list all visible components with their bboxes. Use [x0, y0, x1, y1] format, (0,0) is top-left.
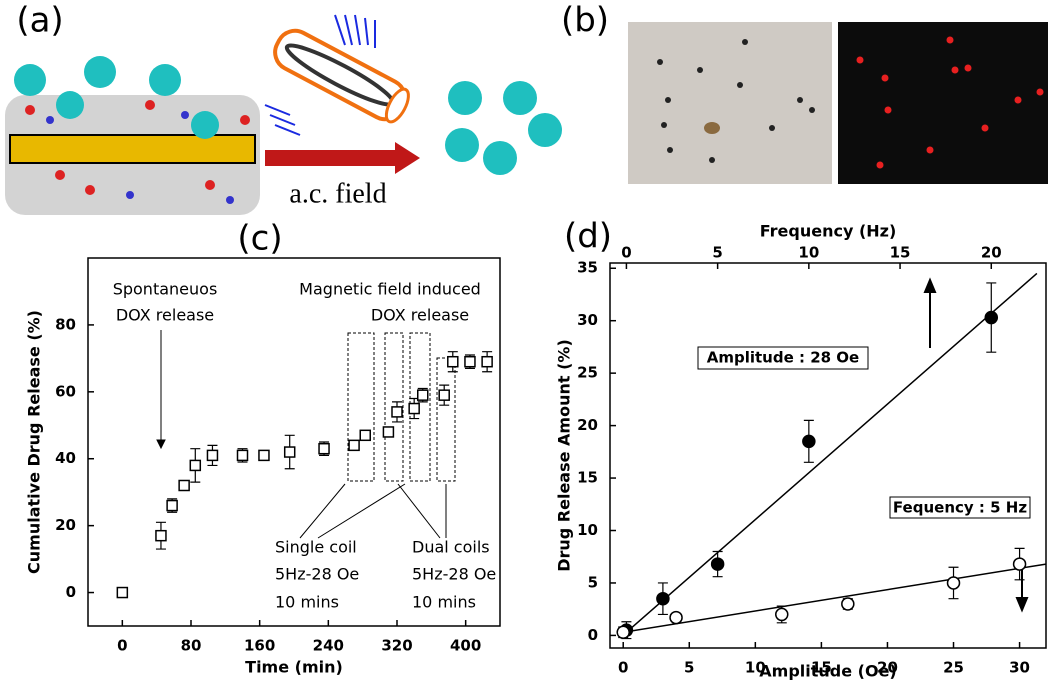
- y-axis-label: Drug Release Amount (%): [555, 339, 574, 572]
- marker: [189, 459, 202, 472]
- marker: [464, 355, 476, 368]
- x2-tick-label: 0: [621, 244, 631, 262]
- x-tick-label: 320: [381, 637, 412, 655]
- annotation: Magnetic field induced: [299, 280, 481, 299]
- x2-tick-label: 20: [981, 244, 1002, 262]
- x2-tick-label: 5: [712, 244, 722, 262]
- marker: [984, 310, 999, 325]
- annotation: Amplitude : 28 Oe: [707, 349, 859, 367]
- marker: [616, 625, 630, 640]
- marker: [258, 449, 270, 462]
- marker: [447, 355, 459, 368]
- marker: [283, 446, 296, 458]
- x-tick-label: 400: [450, 637, 481, 655]
- marker: [438, 389, 450, 401]
- plot-frame: [87, 257, 501, 627]
- annotation: 5Hz-28 Oe: [275, 565, 359, 584]
- y-tick-label: 15: [577, 469, 598, 487]
- panel-label: (a): [16, 1, 63, 41]
- marker: [116, 586, 129, 599]
- marker: [166, 499, 178, 512]
- plot-frame: [609, 262, 1047, 649]
- x-tick-label: 240: [313, 637, 344, 655]
- annotation: DOX release: [116, 306, 214, 325]
- x-axis-label: Time (min): [245, 658, 343, 677]
- marker: [391, 406, 403, 418]
- x-tick-label: 20: [877, 659, 898, 677]
- marker: [417, 389, 429, 401]
- y-tick-label: 30: [577, 311, 598, 329]
- annotation: 5Hz-28 Oe: [412, 565, 496, 584]
- annotation: Dual coils: [412, 538, 490, 557]
- marker: [408, 402, 420, 415]
- y-tick-label: 25: [577, 364, 598, 382]
- y-tick-label: 5: [588, 573, 598, 591]
- x-tick-label: 160: [244, 637, 275, 655]
- y-tick-label: 20: [55, 516, 76, 534]
- x2-tick-label: 10: [798, 244, 819, 262]
- y-tick-label: 20: [577, 416, 598, 434]
- annotation: Spontaneuos: [113, 280, 218, 299]
- marker: [946, 576, 961, 590]
- y-tick-label: 0: [66, 583, 76, 601]
- marker: [382, 426, 395, 438]
- annotation: 10 mins: [275, 593, 339, 612]
- x-tick-label: 0: [117, 637, 127, 655]
- y-tick-label: 35: [577, 259, 598, 277]
- marker: [656, 591, 670, 606]
- y-tick-label: 0: [588, 626, 598, 644]
- marker: [481, 355, 493, 368]
- y-tick-label: 40: [55, 449, 76, 467]
- x2-tick-label: 15: [890, 244, 911, 262]
- marker: [155, 529, 167, 542]
- x-tick-label: 5: [684, 659, 694, 677]
- panel-label: (d): [564, 217, 612, 257]
- marker: [1012, 557, 1027, 571]
- annotation: 10 mins: [412, 593, 476, 612]
- marker: [318, 442, 330, 455]
- y-axis-label: Cumulative Drug Release (%): [25, 310, 44, 574]
- marker: [178, 479, 190, 492]
- y-tick-label: 60: [55, 382, 76, 400]
- x-axis-label: Amplitude (Oe): [759, 662, 896, 681]
- x-tick-label: 80: [181, 637, 202, 655]
- x-tick-label: 30: [1009, 659, 1030, 677]
- y-tick-label: 10: [577, 521, 598, 539]
- panel-d-arrows: [923, 277, 1029, 613]
- marker: [206, 449, 219, 462]
- fit-line: [625, 272, 1038, 633]
- panel-label: (b): [561, 1, 609, 41]
- annotation: Single coil: [275, 538, 357, 557]
- panel-b-micrographs: [628, 22, 1048, 184]
- x2-axis-label: Frequency (Hz): [760, 222, 897, 241]
- panel-a-illustration: [5, 14, 562, 215]
- caption: a.c. field: [289, 178, 386, 209]
- x-tick-label: 25: [943, 659, 964, 677]
- fit-line: [623, 563, 1047, 634]
- annotation-box: [889, 496, 1031, 519]
- x-tick-label: 15: [811, 659, 832, 677]
- panel-label: (c): [237, 219, 282, 259]
- marker: [710, 557, 725, 571]
- annotation: DOX release: [371, 306, 469, 325]
- marker: [802, 434, 816, 449]
- marker: [348, 439, 360, 452]
- annotation-box: [697, 346, 869, 370]
- marker: [359, 429, 371, 442]
- panel-c-arrows: [156, 330, 447, 539]
- y-tick-label: 80: [55, 315, 76, 333]
- marker: [775, 607, 789, 622]
- marker: [841, 597, 855, 611]
- x-tick-label: 0: [618, 659, 628, 677]
- marker: [236, 449, 249, 462]
- marker: [669, 610, 683, 625]
- x-tick-label: 10: [745, 659, 766, 677]
- annotation: Fequency : 5 Hz: [893, 499, 1027, 517]
